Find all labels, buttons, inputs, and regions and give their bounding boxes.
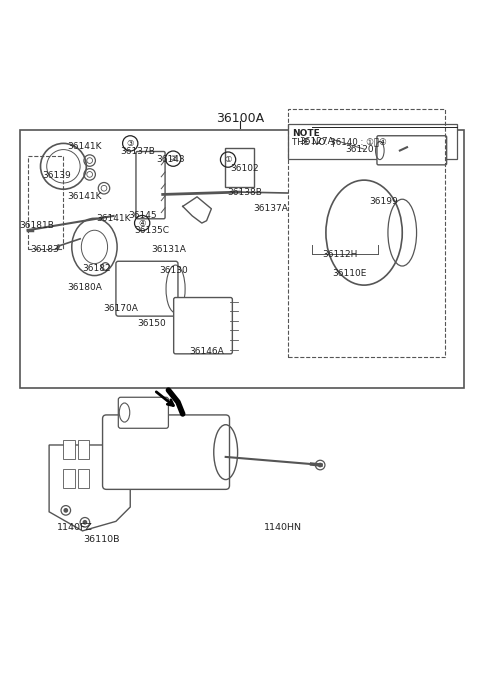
Text: 36137A: 36137A	[253, 204, 288, 214]
Text: 36141K: 36141K	[68, 142, 102, 151]
Text: 36182: 36182	[83, 264, 111, 273]
Text: 36137B: 36137B	[120, 147, 155, 156]
FancyBboxPatch shape	[63, 440, 75, 459]
Text: 36110E: 36110E	[333, 269, 367, 277]
FancyBboxPatch shape	[288, 124, 457, 158]
Text: 36139: 36139	[42, 171, 71, 180]
FancyBboxPatch shape	[174, 298, 232, 354]
Text: 36183: 36183	[30, 245, 59, 254]
Text: 36112H: 36112H	[323, 250, 358, 258]
Text: 36170A: 36170A	[103, 305, 138, 313]
Text: 1140FZ: 1140FZ	[58, 522, 93, 532]
Text: 36181B: 36181B	[20, 221, 55, 230]
Text: ②: ②	[169, 154, 177, 163]
Circle shape	[63, 508, 68, 513]
Text: 36150: 36150	[137, 319, 166, 328]
Text: 36130: 36130	[159, 267, 188, 275]
Text: NOTE: NOTE	[292, 129, 320, 138]
FancyBboxPatch shape	[63, 469, 75, 488]
Text: ④: ④	[138, 218, 146, 228]
Text: 36131A: 36131A	[151, 245, 186, 254]
Circle shape	[102, 262, 109, 271]
Text: 36120: 36120	[345, 145, 373, 154]
Text: 36199: 36199	[369, 197, 397, 206]
Circle shape	[80, 517, 90, 527]
Text: 36141K: 36141K	[96, 214, 131, 223]
Text: 36110B: 36110B	[84, 535, 120, 544]
FancyBboxPatch shape	[116, 261, 178, 316]
Circle shape	[315, 460, 325, 470]
Text: 36135C: 36135C	[134, 226, 169, 235]
Text: 36102: 36102	[230, 164, 259, 173]
FancyBboxPatch shape	[78, 469, 89, 488]
Text: 36141K: 36141K	[68, 192, 102, 201]
Text: ③: ③	[127, 139, 134, 148]
Polygon shape	[49, 421, 130, 531]
FancyBboxPatch shape	[225, 148, 254, 187]
Text: 36180A: 36180A	[68, 283, 102, 292]
Text: 36100A: 36100A	[216, 112, 264, 124]
FancyBboxPatch shape	[118, 397, 168, 428]
Circle shape	[83, 520, 87, 525]
Text: 36138B: 36138B	[228, 188, 262, 197]
Circle shape	[318, 462, 323, 467]
Text: 36146A: 36146A	[189, 347, 224, 356]
Text: 1140HN: 1140HN	[264, 522, 302, 532]
FancyBboxPatch shape	[21, 130, 464, 388]
FancyBboxPatch shape	[377, 136, 446, 165]
Text: 36127A: 36127A	[299, 137, 334, 146]
FancyBboxPatch shape	[103, 415, 229, 490]
Text: ①: ①	[224, 155, 232, 164]
Circle shape	[61, 506, 71, 515]
Text: THE NO. 36140 : ①～④: THE NO. 36140 : ①～④	[292, 137, 387, 147]
FancyBboxPatch shape	[136, 152, 165, 219]
Text: 36145: 36145	[128, 211, 156, 220]
Text: 36143: 36143	[156, 155, 185, 164]
FancyBboxPatch shape	[78, 440, 89, 459]
